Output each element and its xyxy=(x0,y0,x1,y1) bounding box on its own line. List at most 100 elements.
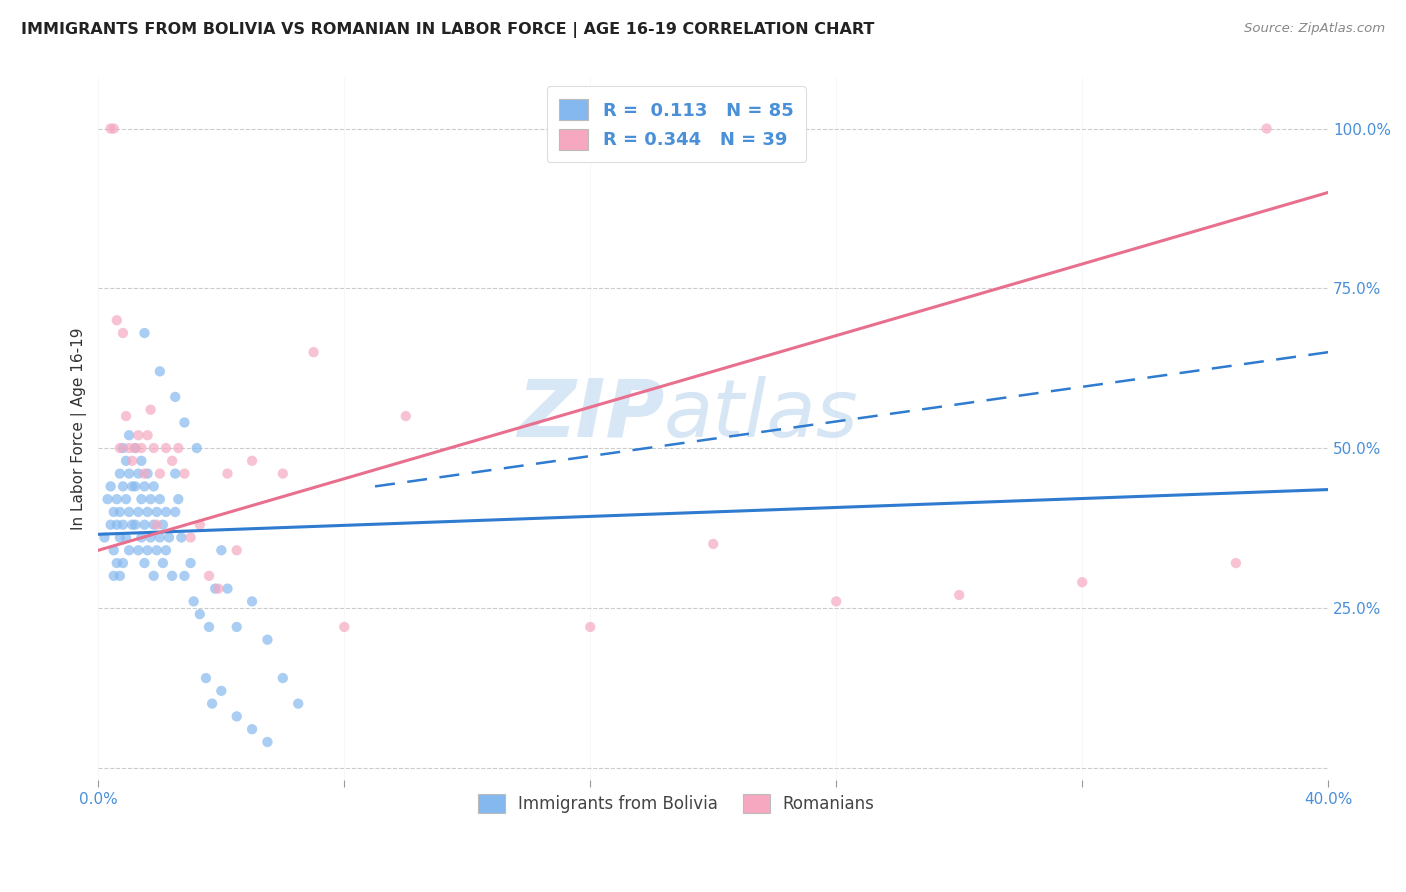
Point xyxy=(256,632,278,647)
Point xyxy=(105,556,128,570)
Point xyxy=(149,531,172,545)
Point xyxy=(121,479,143,493)
Point xyxy=(186,441,208,455)
Point xyxy=(157,531,180,545)
Point xyxy=(217,582,239,596)
Point xyxy=(111,479,134,493)
Point xyxy=(145,517,167,532)
Point xyxy=(108,531,131,545)
Point xyxy=(149,467,172,481)
Point xyxy=(93,531,115,545)
Point xyxy=(103,121,125,136)
Point xyxy=(124,479,146,493)
Point xyxy=(240,722,263,736)
Y-axis label: In Labor Force | Age 16-19: In Labor Force | Age 16-19 xyxy=(72,327,87,530)
Point xyxy=(108,467,131,481)
Point xyxy=(131,454,153,468)
Point xyxy=(136,467,159,481)
Point xyxy=(948,588,970,602)
Point xyxy=(118,543,141,558)
Point xyxy=(149,364,172,378)
Point xyxy=(134,479,156,493)
Point xyxy=(1225,556,1247,570)
Point xyxy=(1256,121,1278,136)
Point xyxy=(134,517,156,532)
Point xyxy=(160,454,183,468)
Point xyxy=(108,569,131,583)
Point xyxy=(152,517,174,532)
Point xyxy=(118,428,141,442)
Point xyxy=(155,505,177,519)
Point xyxy=(207,582,229,596)
Point xyxy=(121,517,143,532)
Point xyxy=(118,467,141,481)
Point xyxy=(103,543,125,558)
Point xyxy=(145,543,167,558)
Point xyxy=(155,543,177,558)
Point xyxy=(149,492,172,507)
Point xyxy=(131,492,153,507)
Point xyxy=(579,620,602,634)
Point xyxy=(103,505,125,519)
Text: IMMIGRANTS FROM BOLIVIA VS ROMANIAN IN LABOR FORCE | AGE 16-19 CORRELATION CHART: IMMIGRANTS FROM BOLIVIA VS ROMANIAN IN L… xyxy=(21,22,875,38)
Point xyxy=(702,537,724,551)
Point xyxy=(124,441,146,455)
Point xyxy=(167,441,190,455)
Point xyxy=(115,454,138,468)
Point xyxy=(271,671,294,685)
Point xyxy=(209,543,232,558)
Point xyxy=(152,556,174,570)
Point xyxy=(173,416,195,430)
Point xyxy=(121,454,143,468)
Point xyxy=(134,326,156,340)
Point xyxy=(97,492,120,507)
Point xyxy=(209,683,232,698)
Point xyxy=(139,531,162,545)
Point xyxy=(111,556,134,570)
Point xyxy=(142,479,165,493)
Text: Source: ZipAtlas.com: Source: ZipAtlas.com xyxy=(1244,22,1385,36)
Point xyxy=(302,345,325,359)
Point xyxy=(188,517,211,532)
Point xyxy=(111,517,134,532)
Point xyxy=(395,409,418,423)
Point xyxy=(131,531,153,545)
Point xyxy=(165,467,187,481)
Point xyxy=(136,428,159,442)
Point xyxy=(1071,575,1094,590)
Point xyxy=(142,517,165,532)
Point xyxy=(136,543,159,558)
Point xyxy=(105,517,128,532)
Point xyxy=(105,313,128,327)
Point xyxy=(103,569,125,583)
Point xyxy=(127,467,149,481)
Point xyxy=(115,492,138,507)
Point xyxy=(287,697,309,711)
Point xyxy=(139,402,162,417)
Point xyxy=(127,543,149,558)
Point xyxy=(118,441,141,455)
Text: atlas: atlas xyxy=(664,376,859,454)
Point xyxy=(201,697,224,711)
Point xyxy=(136,505,159,519)
Text: ZIP: ZIP xyxy=(516,376,664,454)
Point xyxy=(188,607,211,622)
Point xyxy=(194,671,217,685)
Point xyxy=(115,531,138,545)
Point xyxy=(204,582,226,596)
Point xyxy=(105,492,128,507)
Point xyxy=(271,467,294,481)
Point xyxy=(100,121,122,136)
Point xyxy=(160,569,183,583)
Point xyxy=(198,620,221,634)
Point xyxy=(131,441,153,455)
Point xyxy=(240,454,263,468)
Point xyxy=(217,467,239,481)
Point xyxy=(173,569,195,583)
Point xyxy=(825,594,848,608)
Point xyxy=(165,505,187,519)
Point xyxy=(115,409,138,423)
Point xyxy=(111,441,134,455)
Point xyxy=(142,569,165,583)
Point xyxy=(124,441,146,455)
